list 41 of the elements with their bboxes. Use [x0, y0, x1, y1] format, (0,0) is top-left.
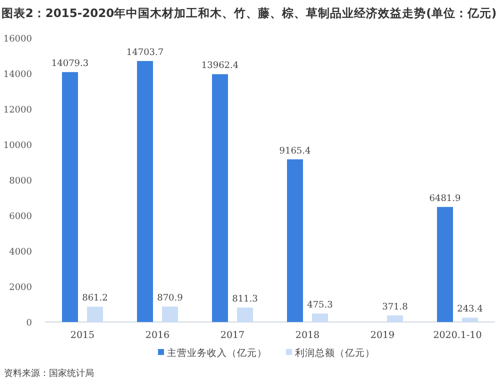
data-label: 9165.4: [279, 146, 312, 156]
y-tick-label: 12000: [3, 106, 32, 116]
data-label: 475.3: [307, 300, 334, 311]
bar: [212, 74, 228, 322]
bar: [237, 308, 253, 322]
y-tick-label: 10000: [3, 141, 32, 151]
y-tick-label: 8000: [9, 176, 32, 186]
x-tick-label: 2018: [295, 330, 320, 341]
y-tick-label: 2000: [9, 283, 32, 293]
y-tick-label: 6000: [9, 212, 32, 222]
data-label: 6481.9: [429, 194, 462, 204]
data-label: 243.4: [457, 304, 484, 315]
bar: [87, 306, 103, 322]
x-tick-label: 2019: [370, 330, 395, 341]
data-label: 14703.7: [126, 48, 164, 58]
legend-label: 主营业务收入（亿元）: [167, 347, 267, 359]
text: 资料来源：国家统计局: [4, 368, 94, 379]
data-label: 870.9: [157, 294, 184, 304]
y-tick-label: 4000: [9, 248, 32, 258]
data-label: 371.8: [382, 302, 408, 312]
bar: [312, 314, 328, 322]
bar: [387, 315, 403, 322]
chart-title: 图表2：2015-2020年中国木材加工和木、竹、藤、棕、草制品业经济效益走势(单位：亿元): [1, 6, 497, 20]
bar: [137, 61, 153, 322]
y-tick-label: 0: [26, 318, 32, 328]
x-tick-label: 2016: [145, 330, 170, 341]
x-tick-label: 2017: [220, 330, 245, 341]
data-label: 13962.4: [201, 61, 239, 72]
x-tick-label: 2015: [70, 330, 95, 341]
bar: [287, 159, 303, 322]
bar: [437, 206, 453, 322]
bar: [462, 318, 478, 322]
y-tick-label: 16000: [3, 34, 32, 44]
bar: [162, 306, 178, 322]
bar: [62, 72, 78, 322]
data-label: 861.2: [82, 294, 108, 304]
y-tick-label: 14000: [3, 70, 32, 80]
data-label: 811.3: [232, 294, 258, 305]
legend-label: 利润总额（亿元）: [295, 347, 375, 359]
data-label: 14079.3: [51, 59, 89, 70]
x-tick-label: 2020.1-10: [433, 330, 482, 341]
